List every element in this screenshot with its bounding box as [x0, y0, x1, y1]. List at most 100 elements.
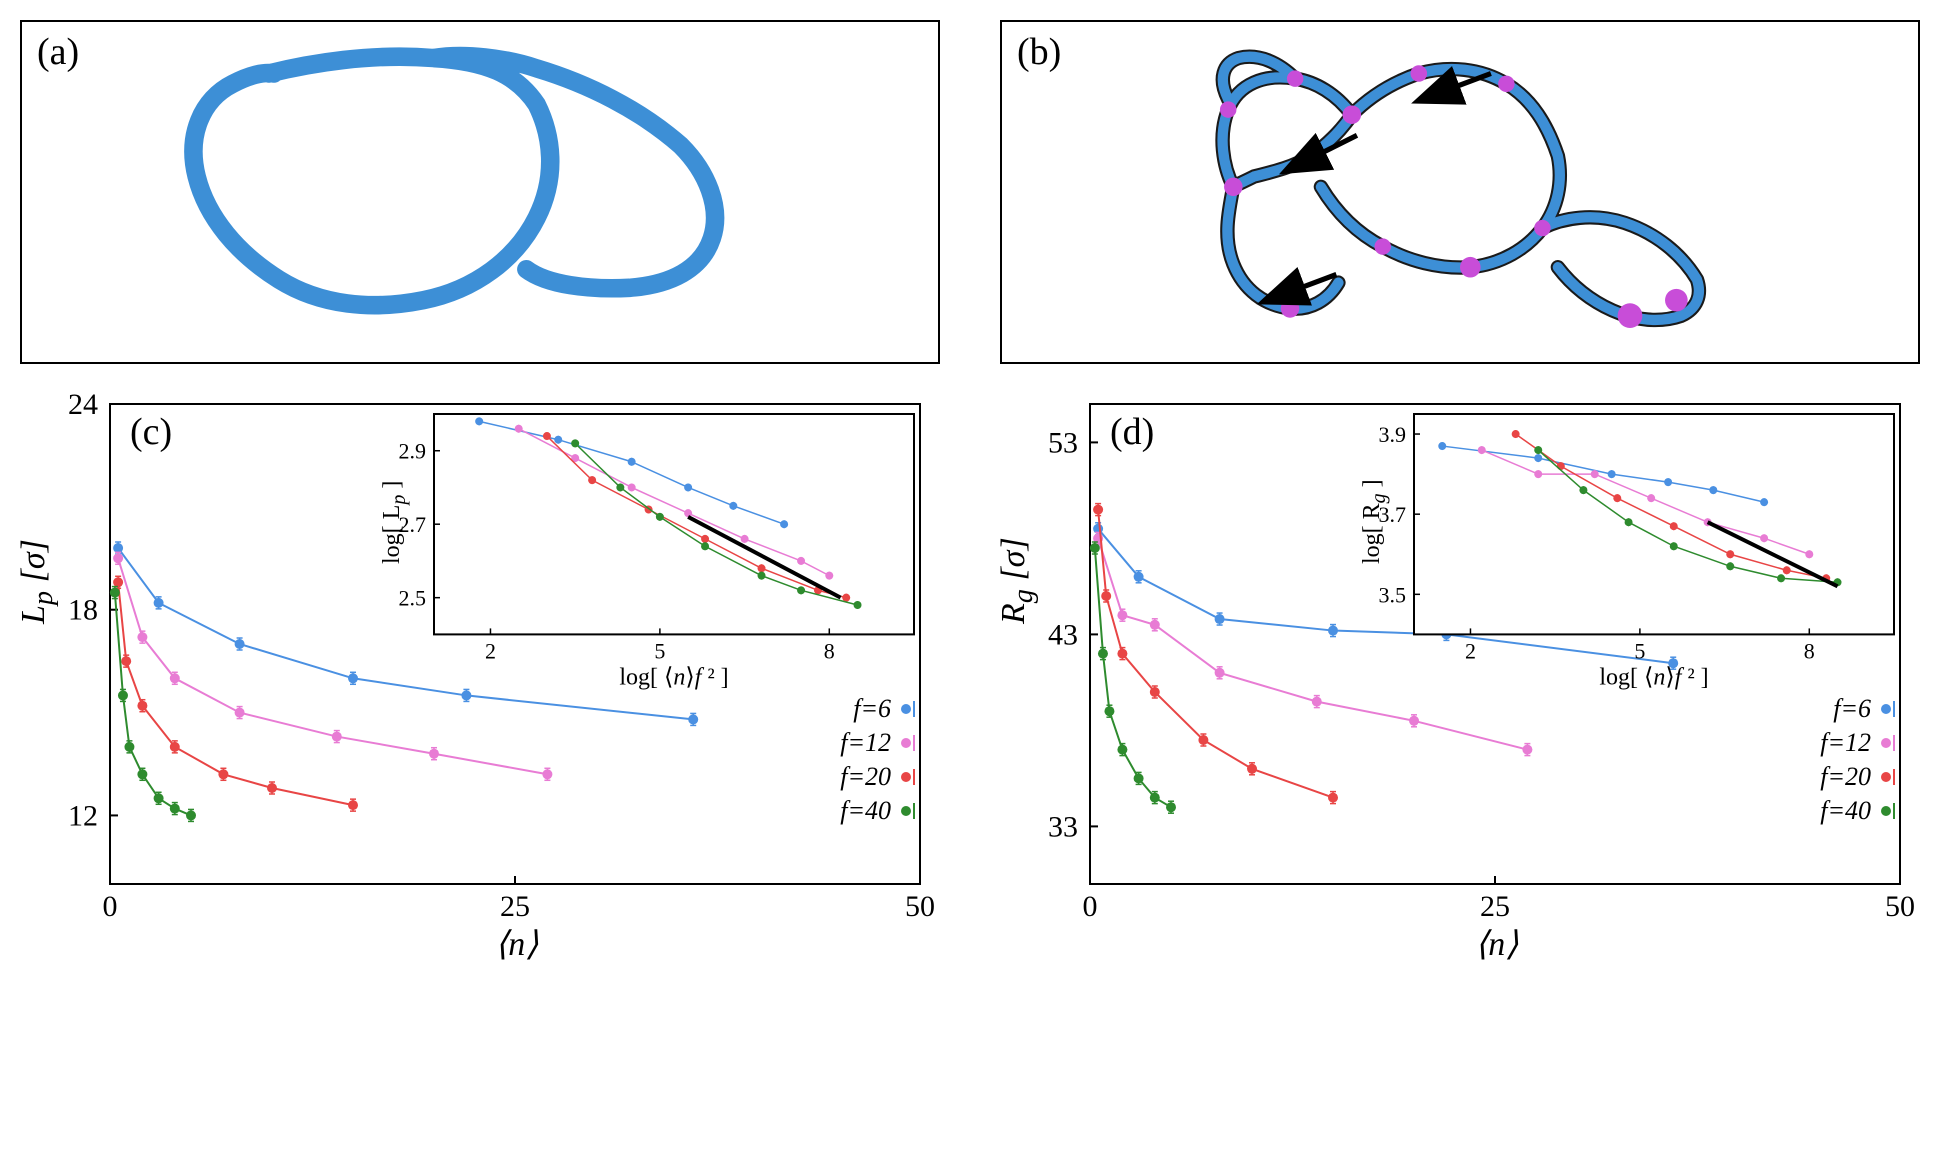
legend-errorbar [913, 735, 915, 751]
data-point [1150, 620, 1160, 630]
inset-y-tick: 2.9 [399, 439, 427, 464]
crosslink-bead [1665, 289, 1688, 312]
data-point [1101, 591, 1111, 601]
legend-item: f=6 [840, 694, 915, 724]
legend-label: f=6 [853, 694, 891, 724]
data-point [429, 749, 439, 759]
inset-point [1625, 518, 1633, 526]
legend-label: f=40 [1820, 796, 1871, 826]
data-point [113, 577, 123, 587]
legend-label: f=40 [840, 796, 891, 826]
legend-label: f=6 [1833, 694, 1871, 724]
inset-point [1438, 442, 1446, 450]
data-point [1247, 764, 1257, 774]
x-tick-label: 25 [500, 890, 530, 923]
inset-point [797, 586, 805, 594]
inset-point [1647, 494, 1655, 502]
legend-label: f=20 [1820, 762, 1871, 792]
panel-d: 02550334353(d)2583.53.73.9log[ ⟨n⟩f ² ]R… [1000, 394, 1920, 954]
data-point [170, 804, 180, 814]
crosslink-bead [1460, 257, 1481, 278]
inset-point [1591, 470, 1599, 478]
legend-item: f=6 [1820, 694, 1895, 724]
inset-point [729, 502, 737, 510]
legend-errorbar [913, 803, 915, 819]
inset-point [758, 572, 766, 580]
data-point [113, 543, 123, 553]
y-axis-label: Rg [σ] [995, 537, 1040, 624]
data-point [1117, 649, 1127, 659]
crosslink-bead [1220, 101, 1236, 117]
legend-marker [901, 772, 911, 782]
panel-a: (a) [20, 20, 940, 364]
inset-point [1608, 470, 1616, 478]
inset-point [1670, 522, 1678, 530]
data-point [332, 732, 342, 742]
inset-point [616, 483, 624, 491]
inset-point [1726, 562, 1734, 570]
inset-point [1613, 494, 1621, 502]
data-point [1134, 773, 1144, 783]
x-tick-label: 0 [1083, 890, 1098, 923]
data-point [113, 553, 123, 563]
inset-point [628, 458, 636, 466]
legend-item: f=20 [840, 762, 915, 792]
y-tick-label: 18 [68, 594, 98, 627]
inset-point [1512, 430, 1520, 438]
data-point [124, 742, 134, 752]
inset-point [515, 425, 523, 433]
panel-label: (d) [1110, 411, 1154, 453]
legend-marker [901, 806, 911, 816]
data-point [1098, 649, 1108, 659]
panel-a-label: (a) [37, 30, 79, 74]
y-tick-label: 24 [68, 394, 98, 421]
inset-point [701, 535, 709, 543]
inset-point [1709, 486, 1717, 494]
data-point [154, 793, 164, 803]
legend-errorbar [913, 769, 915, 785]
data-point [1093, 505, 1103, 515]
legend-item: f=40 [1820, 796, 1895, 826]
crosslinks-group [1220, 65, 1688, 328]
inset-point [684, 509, 692, 517]
panel-label: (c) [130, 411, 172, 453]
legend-item: f=12 [840, 728, 915, 758]
crosslink-bead [1281, 299, 1300, 318]
crosslink-bead [1374, 238, 1390, 254]
series-line-f40 [115, 593, 191, 816]
chart-c-container: 02550121824(c)2582.52.72.9log[ ⟨n⟩f ² ]L… [20, 394, 940, 954]
legend-label: f=20 [840, 762, 891, 792]
inset-point [554, 436, 562, 444]
inset-point [1557, 462, 1565, 470]
data-point [688, 714, 698, 724]
chart-svg: 02550334353(d)2583.53.73.9log[ ⟨n⟩f ² ] [1000, 394, 1920, 954]
data-point [1328, 793, 1338, 803]
inset-point [588, 476, 596, 484]
data-point [235, 708, 245, 718]
data-point [137, 632, 147, 642]
inset-point [1664, 478, 1672, 486]
legend-errorbar [913, 701, 915, 717]
data-point [137, 701, 147, 711]
data-point [1150, 793, 1160, 803]
legend-marker [1881, 806, 1891, 816]
inset-point [1579, 486, 1587, 494]
data-point [1409, 716, 1419, 726]
inset-point [758, 564, 766, 572]
data-point [1215, 614, 1225, 624]
inset-x-tick: 8 [1804, 638, 1815, 663]
data-point [1198, 735, 1208, 745]
data-point [170, 673, 180, 683]
inset-y-tick: 2.5 [399, 586, 427, 611]
crosslink-bead [1224, 178, 1243, 197]
x-tick-label: 0 [103, 890, 118, 923]
x-axis-label: ⟨n⟩ [1475, 924, 1519, 964]
inset-point [1478, 446, 1486, 454]
polymer-a-svg [22, 22, 938, 362]
inset-x-tick: 2 [1465, 638, 1476, 663]
inset-x-tick: 8 [824, 638, 835, 663]
inset-point [628, 483, 636, 491]
y-axis-label: Lp [σ] [15, 539, 60, 624]
inset-point [780, 520, 788, 528]
data-point [235, 639, 245, 649]
